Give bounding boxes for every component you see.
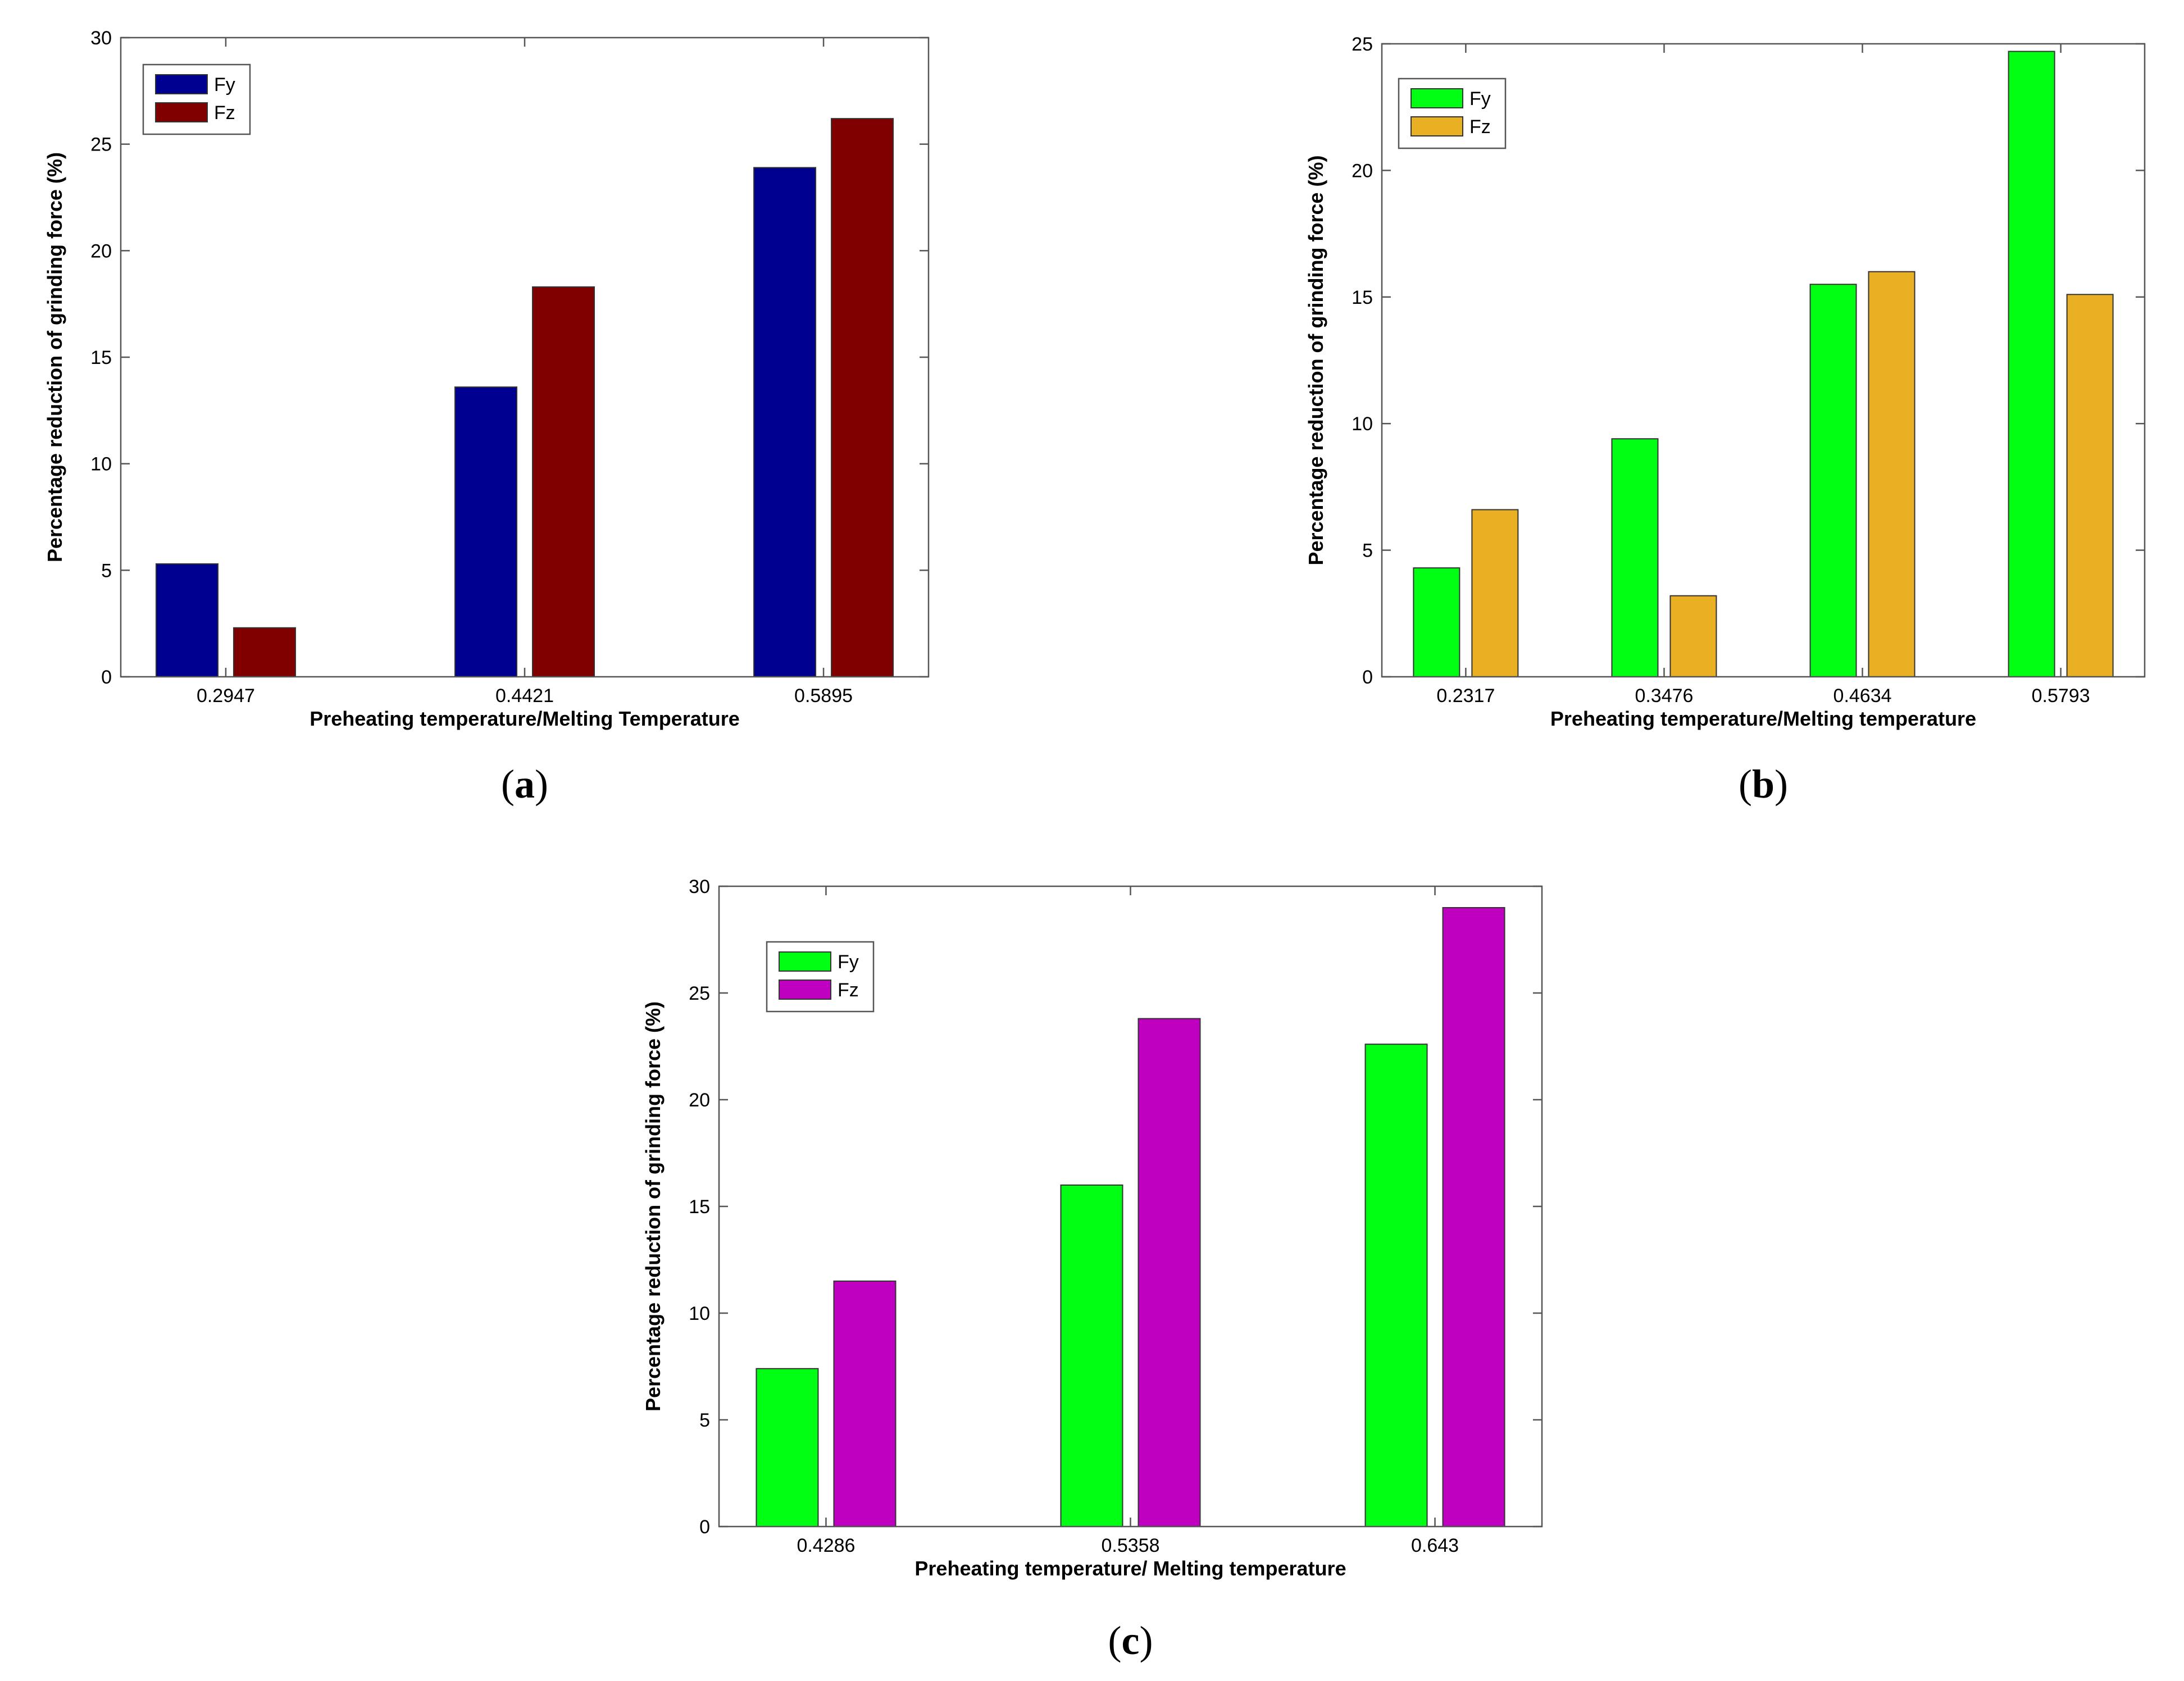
bar-c-fz-0.643 [1442, 907, 1505, 1527]
y-tick-label-a: 25 [90, 134, 112, 156]
y-tick-label-b: 25 [1352, 34, 1373, 55]
x-axis-label-c: Preheating temperature/ Melting temperat… [914, 1557, 1346, 1580]
x-tick-label-c: 0.643 [1411, 1535, 1459, 1556]
bar-b-fy-0.4634 [1809, 284, 1857, 677]
bar-a-fz-0.5895 [831, 118, 894, 677]
y-tick-label-c: 5 [699, 1410, 710, 1431]
y-tick-label-a: 20 [90, 240, 112, 262]
bar-b-fy-0.3476 [1611, 438, 1659, 677]
bar-c-fy-0.643 [1364, 1044, 1428, 1527]
y-tick-label-c: 25 [689, 983, 710, 1004]
x-tick-label-b: 0.2317 [1436, 685, 1495, 707]
legend-label-b-fy: Fy [1469, 88, 1491, 110]
legend-a: Fy Fz [142, 63, 251, 135]
y-tick-label-c: 15 [689, 1196, 710, 1218]
plot-frame-b [1381, 43, 2146, 678]
y-tick-label-a: 15 [90, 347, 112, 368]
bar-b-fz-0.4634 [1868, 271, 1915, 678]
y-axis-label-a: Percentage reduction of grinding force (… [43, 152, 66, 562]
y-tick-label-c: 10 [689, 1303, 710, 1324]
chart-panel-c: 0 5 10 15 20 25 30 0.4286 0.5358 0.643 Preheating … [641, 876, 1543, 1663]
legend-label-a-fz: Fz [214, 102, 235, 124]
bar-b-fz-0.2317 [1471, 509, 1519, 677]
y-tick-label-b: 20 [1352, 160, 1373, 181]
y-tick-label-c: 0 [699, 1516, 710, 1538]
legend-swatch-b-fz [1411, 116, 1463, 136]
legend-swatch-a-fy [155, 74, 208, 94]
y-tick-label-b: 0 [1362, 667, 1373, 688]
y-tick-label-b: 10 [1352, 413, 1373, 435]
bar-c-fy-0.4286 [756, 1368, 819, 1528]
legend-label-a-fy: Fy [214, 74, 235, 95]
y-tick-label-b: 15 [1352, 287, 1373, 308]
y-axis-label-c: Percentage reduction of grinding force (… [641, 1001, 665, 1411]
y-tick-label-b: 5 [1362, 540, 1373, 562]
bar-c-fz-0.5358 [1138, 1018, 1201, 1527]
y-tick-label-c: 20 [689, 1090, 710, 1111]
x-axis-label-a: Preheating temperature/Melting Temperatu… [310, 707, 740, 730]
legend-label-c-fy: Fy [838, 951, 859, 973]
chart-panel-a: 0 5 10 15 20 25 30 0.2947 0.4421 0.5895 Preheating… [43, 28, 930, 807]
legend-b: Fy Fz [1398, 78, 1507, 149]
chart-panel-b: 0 5 10 15 20 25 0.2317 0.3476 0.4634 0.5793 Prehea… [1304, 34, 2146, 807]
y-tick-label-c: 30 [689, 876, 710, 898]
bar-a-fy-0.2947 [155, 563, 219, 677]
bar-b-fz-0.3476 [1669, 595, 1717, 678]
bar-b-fy-0.5793 [2008, 51, 2055, 677]
panel-label-a: (a) [501, 762, 548, 807]
bar-a-fz-0.4421 [532, 286, 595, 677]
panel-label-b: (b) [1739, 762, 1788, 807]
x-tick-label-a: 0.5895 [794, 685, 853, 707]
legend-swatch-a-fz [155, 102, 208, 122]
legend-swatch-b-fy [1411, 88, 1463, 108]
x-tick-label-c: 0.5358 [1102, 1535, 1160, 1556]
x-tick-label-a: 0.2947 [197, 685, 255, 707]
x-tick-label-b: 0.3476 [1635, 685, 1693, 707]
y-tick-label-a: 30 [90, 28, 112, 49]
bar-a-fy-0.4421 [454, 386, 517, 677]
panel-label-c: (c) [1108, 1618, 1153, 1663]
bar-a-fz-0.2947 [233, 627, 296, 677]
legend-label-c-fz: Fz [838, 980, 859, 1001]
x-tick-label-b: 0.4634 [1833, 685, 1892, 707]
legend-swatch-c-fz [779, 980, 831, 1000]
y-tick-label-a: 0 [101, 667, 112, 688]
bar-a-fy-0.5895 [753, 167, 817, 678]
legend-label-b-fz: Fz [1469, 116, 1491, 138]
y-tick-label-a: 5 [101, 560, 112, 581]
x-tick-label-c: 0.4286 [797, 1535, 855, 1556]
legend-swatch-c-fy [779, 951, 831, 972]
legend-c: Fy Fz [766, 941, 875, 1013]
bar-c-fy-0.5358 [1060, 1185, 1123, 1527]
y-tick-label-a: 10 [90, 454, 112, 475]
bar-b-fz-0.5793 [2066, 294, 2114, 677]
x-tick-label-a: 0.4421 [495, 685, 554, 707]
x-axis-label-b: Preheating temperature/Melting temperatu… [1550, 707, 1976, 730]
y-axis-label-b: Percentage reduction of grinding force (… [1304, 155, 1327, 565]
x-tick-label-b: 0.5793 [2032, 685, 2090, 707]
bar-b-fy-0.2317 [1413, 567, 1460, 677]
bar-c-fz-0.4286 [833, 1281, 897, 1527]
